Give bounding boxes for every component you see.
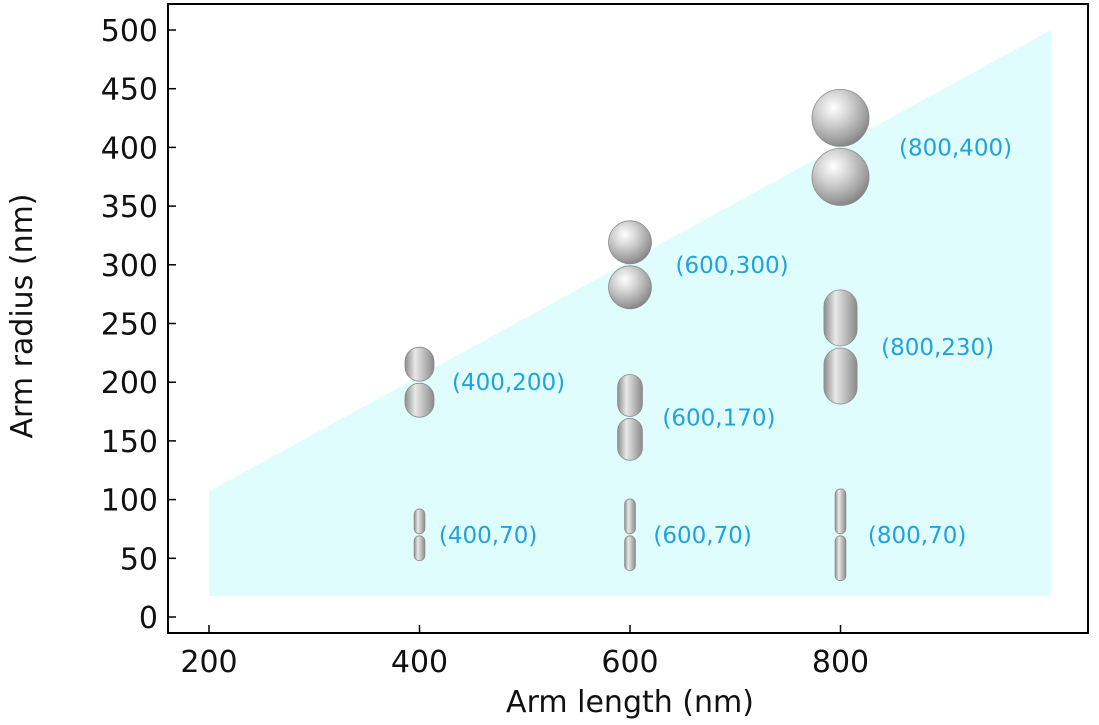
dimer-marker [811, 89, 870, 206]
dimer-lower-arm [608, 265, 652, 310]
dimer-lower-arm [823, 347, 858, 405]
dimer-upper-arm [811, 89, 870, 147]
data-label: (600,70) [653, 523, 751, 549]
data-label: (600,170) [662, 405, 775, 431]
dimer-lower-arm [624, 535, 636, 572]
x-axis-title: Arm length (nm) [506, 685, 754, 720]
dimer-upper-arm [624, 498, 636, 535]
y-tick-label: 350 [101, 190, 158, 225]
y-tick-label: 400 [101, 131, 158, 166]
x-tick-label: 600 [601, 645, 658, 680]
dimer-marker [608, 220, 652, 310]
axes: 200 400 600 800 0 50 100 150 200 250 300 350 400 450 5… [101, 3, 1089, 680]
data-label: (400,200) [452, 370, 565, 396]
dimer-upper-arm [617, 374, 643, 417]
y-tick-label: 300 [101, 249, 158, 284]
data-label: (400,70) [439, 523, 537, 549]
dimer-lower-arm [834, 535, 847, 582]
dimer-marker [624, 498, 636, 572]
dimer-lower-arm [404, 382, 435, 418]
data-label: (800,400) [899, 135, 1012, 161]
y-tick-label: 100 [101, 484, 158, 519]
dimer-marker [617, 374, 643, 461]
data-label: (800,70) [868, 523, 966, 549]
dimer-lower-arm [617, 418, 643, 461]
x-tick-label: 200 [180, 645, 237, 680]
data-label: (800,230) [881, 335, 994, 361]
y-tick-label: 50 [120, 542, 158, 577]
dimer-marker [823, 289, 858, 405]
dimer-lower-arm [413, 535, 426, 562]
y-tick-label: 250 [101, 308, 158, 343]
dimer-marker [834, 488, 847, 582]
y-tick-label: 450 [101, 73, 158, 108]
dimer-upper-arm [834, 488, 847, 535]
data-labels: (400,70) (600,70) (800,70) (400,200) (600,17… [439, 135, 1012, 548]
y-tick-label: 150 [101, 425, 158, 460]
y-axis-title: Arm radius (nm) [5, 193, 40, 438]
plot-frame [167, 3, 1089, 634]
dimer-upper-arm [608, 220, 652, 265]
dimer-upper-arm [413, 508, 426, 535]
x-tick-label: 800 [812, 645, 869, 680]
x-tick-label: 400 [391, 645, 448, 680]
y-tick-label: 0 [139, 601, 158, 636]
y-tick-label: 500 [101, 14, 158, 49]
dimer-upper-arm [404, 346, 435, 382]
dimer-markers [404, 89, 870, 582]
data-label: (600,300) [676, 253, 789, 279]
y-tick-label: 200 [101, 366, 158, 401]
dimer-upper-arm [823, 289, 858, 347]
dimer-lower-arm [811, 147, 870, 206]
dimer-marker [404, 346, 435, 418]
dimer-marker [413, 508, 426, 562]
